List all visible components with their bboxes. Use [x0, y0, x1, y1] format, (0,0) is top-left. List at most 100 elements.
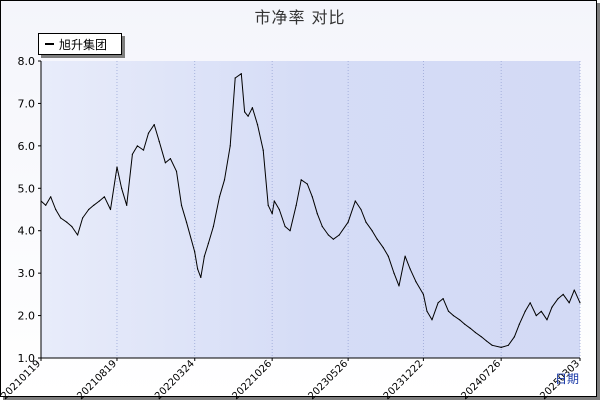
y-tick-label: 1.0	[18, 352, 36, 365]
legend-swatch	[45, 43, 54, 45]
data-point	[71, 225, 73, 228]
y-tick-label: 4.0	[18, 225, 36, 238]
data-point	[218, 196, 221, 198]
data-point	[66, 221, 68, 223]
data-point	[535, 315, 537, 317]
data-point	[169, 158, 171, 160]
data-point	[194, 251, 196, 253]
chart-title: 市净率 对比	[254, 8, 346, 27]
data-point	[180, 204, 183, 206]
border-shadow-right	[597, 3, 600, 400]
data-point	[382, 247, 384, 249]
data-point	[175, 170, 178, 172]
data-point	[540, 310, 542, 312]
data-point	[77, 234, 79, 236]
data-point	[485, 340, 488, 342]
data-point	[387, 255, 389, 257]
data-point	[147, 132, 150, 134]
data-point	[562, 293, 564, 295]
y-tick-label: 7.0	[18, 97, 36, 110]
data-point	[295, 204, 297, 206]
data-point	[55, 208, 57, 211]
data-point	[437, 302, 439, 304]
data-point	[327, 234, 329, 236]
data-point	[332, 238, 334, 240]
data-point	[426, 310, 428, 312]
data-point	[240, 73, 242, 75]
data-point	[109, 208, 112, 211]
data-point	[491, 344, 493, 346]
data-point	[200, 276, 202, 278]
data-point	[376, 238, 378, 240]
data-point	[251, 107, 253, 109]
legend: 旭升集团	[38, 33, 122, 55]
data-point	[267, 204, 269, 206]
data-point	[284, 225, 286, 228]
data-point	[311, 196, 313, 198]
data-point	[93, 204, 95, 206]
data-point	[185, 221, 188, 223]
data-point	[45, 204, 47, 206]
y-tick-label: 5.0	[18, 182, 36, 195]
data-point	[415, 281, 417, 283]
data-point	[524, 310, 526, 312]
data-point	[431, 319, 433, 321]
data-point	[136, 145, 138, 147]
data-point	[88, 208, 90, 211]
data-point	[126, 204, 128, 206]
data-point	[116, 166, 118, 168]
data-point	[207, 242, 209, 244]
data-point	[579, 302, 581, 304]
data-point	[60, 217, 62, 219]
data-point	[103, 196, 105, 198]
data-point	[153, 124, 155, 126]
data-point	[360, 208, 362, 211]
data-point	[447, 310, 450, 312]
data-point	[338, 234, 340, 236]
data-point	[529, 302, 531, 304]
data-point	[229, 145, 231, 147]
plot-area	[41, 61, 580, 358]
data-point	[469, 327, 471, 329]
data-point	[50, 196, 52, 198]
data-point	[271, 213, 273, 215]
data-point	[513, 336, 516, 338]
data-point	[568, 302, 570, 304]
series-layer	[40, 73, 581, 348]
data-point	[546, 319, 548, 321]
data-point	[300, 179, 302, 181]
data-point	[234, 77, 236, 79]
data-point	[347, 221, 349, 223]
y-tick-label: 2.0	[18, 310, 36, 323]
data-point	[371, 230, 373, 232]
data-point	[409, 268, 411, 270]
data-point	[262, 149, 264, 151]
data-point	[142, 149, 145, 151]
data-point	[480, 336, 482, 338]
data-point	[247, 115, 249, 117]
data-point	[197, 268, 199, 270]
data-point	[404, 255, 406, 257]
data-point	[212, 225, 214, 228]
data-point	[273, 200, 275, 202]
data-point	[500, 346, 502, 348]
data-point	[474, 331, 476, 334]
data-point	[98, 200, 100, 202]
data-point	[398, 285, 400, 287]
data-point	[365, 221, 367, 223]
data-point	[256, 124, 259, 126]
data-point	[354, 200, 356, 202]
data-point	[158, 141, 160, 143]
data-point	[223, 179, 226, 181]
data-point	[131, 153, 133, 155]
data-point	[244, 111, 246, 113]
data-point	[573, 289, 575, 291]
data-point	[452, 315, 455, 317]
data-point	[459, 319, 461, 321]
data-point	[203, 255, 205, 257]
data-point	[306, 183, 308, 185]
data-point	[557, 298, 559, 300]
border-shadow-bottom	[3, 397, 600, 400]
